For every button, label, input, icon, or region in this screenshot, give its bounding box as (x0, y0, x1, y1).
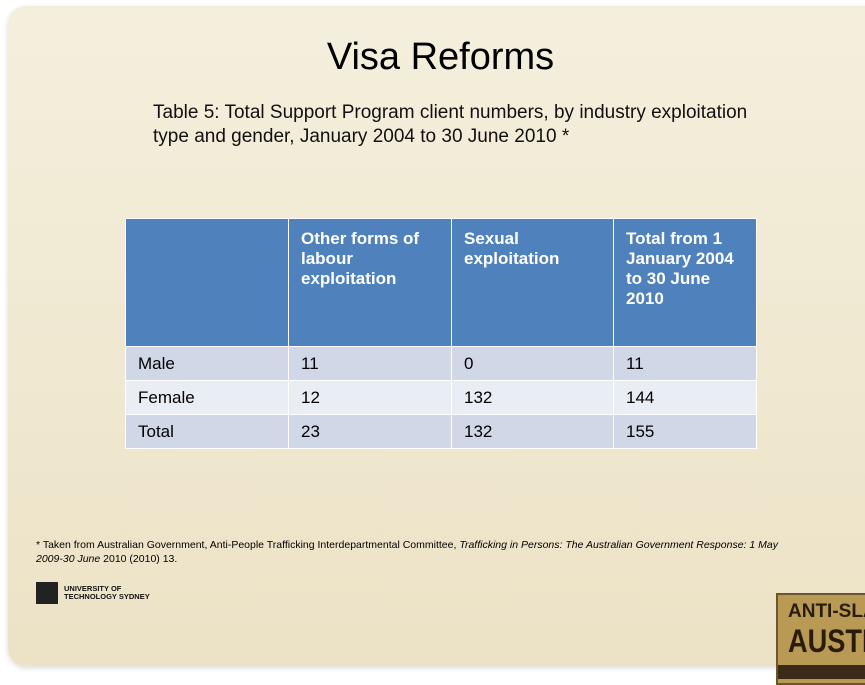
footnote-part: * Taken from Australian Government, Anti… (36, 539, 459, 551)
slide: Visa Reforms Table 5: Total Support Prog… (8, 6, 865, 666)
table-cell: 11 (289, 347, 452, 381)
table-cell: 132 (452, 415, 614, 449)
footnote: * Taken from Australian Government, Anti… (36, 538, 796, 566)
column-header: Total from 1 January 2004 to 30 June 201… (614, 219, 757, 347)
table-cell: 12 (289, 381, 452, 415)
column-header: Sexual exploitation (452, 219, 614, 347)
table-cell: 132 (452, 381, 614, 415)
row-header: Male (126, 347, 289, 381)
slide-title: Visa Reforms (8, 36, 865, 79)
logo-line: ANTI-SLAVE (788, 601, 865, 623)
logo-text: UNIVERSITY OF TECHNOLOGY SYDNEY (64, 585, 150, 601)
column-header: Other forms of labour exploitation (289, 219, 452, 347)
table-cell: 144 (614, 381, 757, 415)
table-cell: 0 (452, 347, 614, 381)
logo-band (778, 665, 865, 679)
row-header: Female (126, 381, 289, 415)
table-caption: Table 5: Total Support Program client nu… (153, 101, 753, 149)
table-cell: 155 (614, 415, 757, 449)
logo-line: TECHNOLOGY SYDNEY (64, 593, 150, 601)
table-cell: 23 (289, 415, 452, 449)
page: Visa Reforms Table 5: Total Support Prog… (0, 0, 865, 679)
footnote-part: 2010 (2010) 13. (100, 553, 177, 565)
campaign-logo: ANTI-SLAVE AUSTRAL (776, 593, 865, 685)
university-logo: UNIVERSITY OF TECHNOLOGY SYDNEY (36, 582, 150, 604)
logo-line: AUSTRAL (788, 623, 865, 660)
table-cell: 11 (614, 347, 757, 381)
header-corner (126, 219, 289, 347)
logo-mark (36, 582, 58, 604)
row-header: Total (126, 415, 289, 449)
